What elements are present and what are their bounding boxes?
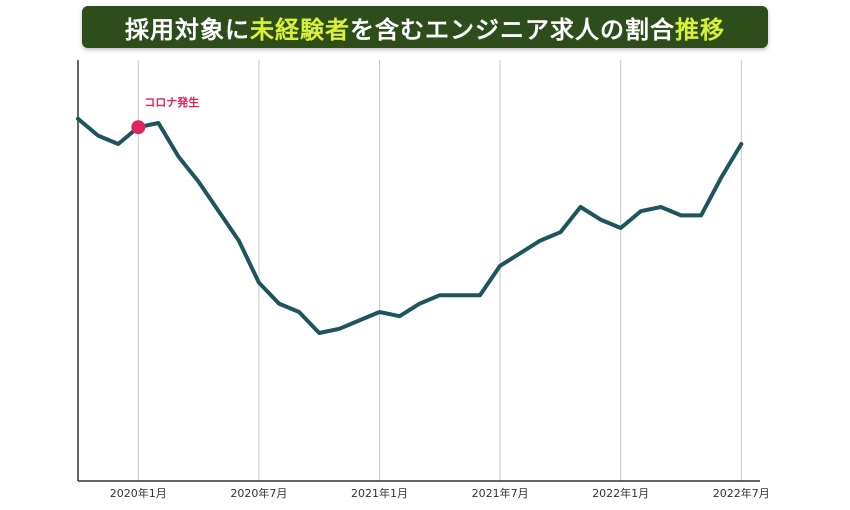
- gridlines: [137, 60, 742, 481]
- x-tick-label-6: 2022年7月: [713, 486, 770, 500]
- annotation-marker-1: [131, 120, 146, 135]
- x-tick-label-5: 2022年1月: [592, 486, 649, 500]
- title-segment-3: を含むエンジニア求人の割合: [350, 15, 675, 44]
- annotations: コロナ発生: [131, 95, 199, 135]
- x-tick-label-1: 2020年1月: [110, 486, 167, 500]
- x-tick-label-2: 2020年7月: [230, 486, 287, 500]
- x-tick-label-4: 2021年7月: [472, 486, 529, 500]
- title-segment-1: 採用対象に: [125, 15, 250, 44]
- x-tick-labels: 2020年1月 2020年7月 2021年1月 2021年7月 2022年1月 2022年…: [110, 486, 770, 500]
- chart-title-banner: 採用対象に未経験者を含むエンジニア求人の割合推移: [82, 6, 768, 48]
- title-segment-2: 未経験者: [250, 15, 350, 44]
- series-layer: [76, 116, 744, 335]
- series-line-1: [76, 116, 744, 335]
- chart-title: 採用対象に未経験者を含むエンジニア求人の割合推移: [125, 10, 725, 45]
- axes: [77, 60, 760, 482]
- annotation-label-1: コロナ発生: [144, 95, 199, 109]
- x-tick-label-3: 2021年1月: [351, 486, 408, 500]
- title-segment-4: 推移: [675, 15, 725, 44]
